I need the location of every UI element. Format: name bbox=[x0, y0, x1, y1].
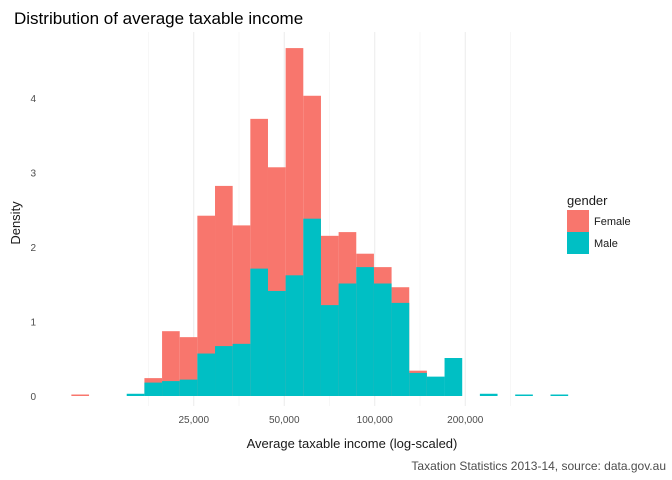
histogram-bar-male bbox=[550, 394, 569, 396]
histogram-bar-male bbox=[215, 346, 233, 396]
x-tick-label: 200,000 bbox=[447, 415, 484, 426]
histogram-bar-male bbox=[162, 381, 180, 396]
x-tick-label: 100,000 bbox=[357, 415, 394, 426]
legend-swatch-male bbox=[567, 232, 589, 254]
histogram-bar-male bbox=[320, 305, 339, 396]
axis-ticks: 25,000 50,000 100,000 200,000 0 1 2 3 4 bbox=[30, 94, 483, 426]
x-axis-title: Average taxable income (log-scaled) bbox=[247, 436, 458, 451]
y-tick-label: 3 bbox=[30, 169, 36, 180]
histogram-bar-male bbox=[303, 218, 321, 396]
histogram-bar-male bbox=[267, 290, 286, 396]
histogram-bars bbox=[71, 48, 569, 397]
histogram-bar-male bbox=[356, 267, 374, 396]
legend: gender Female Male bbox=[567, 193, 631, 254]
y-tick-label: 4 bbox=[30, 94, 36, 105]
histogram-bar-male bbox=[409, 372, 427, 396]
y-tick-label: 1 bbox=[30, 318, 36, 329]
histogram-bar-male bbox=[126, 393, 145, 396]
x-tick-label: 25,000 bbox=[178, 415, 209, 426]
histogram-bar-male bbox=[391, 302, 410, 396]
histogram-bar-male bbox=[197, 353, 216, 396]
histogram-bar-male bbox=[515, 394, 533, 396]
histogram-bar-male bbox=[338, 283, 357, 396]
legend-label-female: Female bbox=[594, 216, 631, 228]
histogram-bar-male bbox=[426, 376, 445, 396]
chart-caption: Taxation Statistics 2013-14, source: dat… bbox=[411, 459, 666, 473]
histogram-bar-male bbox=[144, 382, 163, 396]
chart-title: Distribution of average taxable income bbox=[14, 9, 303, 28]
legend-swatch-female bbox=[567, 210, 589, 232]
histogram-bar-male bbox=[232, 343, 251, 396]
y-tick-label: 2 bbox=[30, 243, 36, 254]
histogram-bar-female bbox=[162, 331, 180, 396]
histogram-bar-female bbox=[215, 185, 233, 396]
histogram-bar-male bbox=[285, 275, 304, 396]
histogram-bar-male bbox=[250, 268, 268, 396]
histogram-bar-male bbox=[373, 283, 392, 396]
legend-label-male: Male bbox=[594, 238, 618, 250]
x-tick-label: 50,000 bbox=[269, 415, 300, 426]
legend-title: gender bbox=[567, 193, 608, 208]
histogram-bar-male bbox=[479, 393, 498, 396]
histogram-bar-female bbox=[197, 215, 216, 396]
histogram-bar-male bbox=[179, 379, 198, 396]
histogram-bar-female bbox=[71, 394, 90, 396]
y-axis-title: Density bbox=[8, 201, 23, 245]
histogram-bar-male bbox=[444, 358, 463, 396]
y-tick-label: 0 bbox=[30, 392, 36, 403]
